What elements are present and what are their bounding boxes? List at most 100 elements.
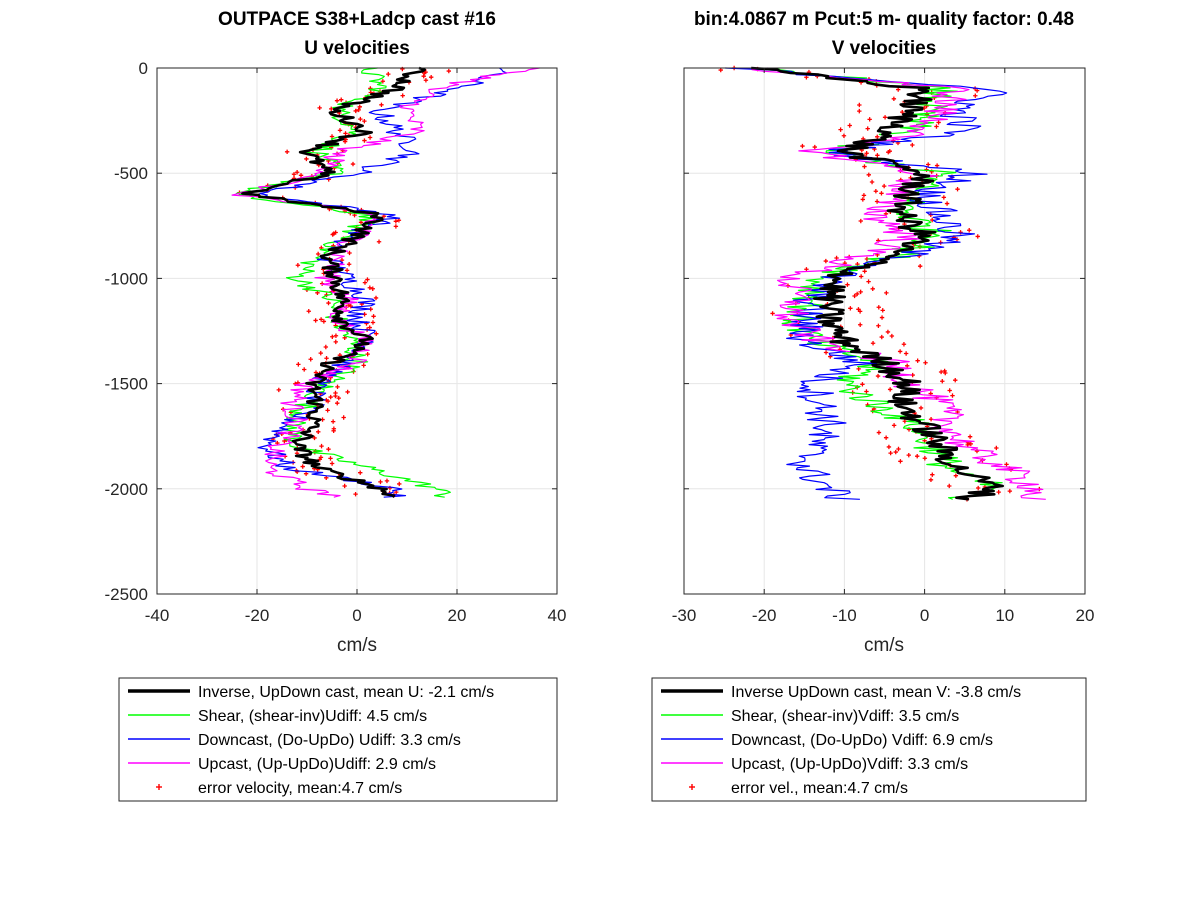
error-marker (867, 117, 872, 122)
error-marker (800, 143, 805, 149)
error-marker (341, 415, 346, 420)
error-marker (922, 456, 928, 461)
error-marker (889, 333, 895, 339)
error-marker (308, 357, 313, 362)
error-marker (313, 318, 318, 323)
error-marker (917, 264, 923, 269)
y-tick-label: 0 (139, 59, 148, 78)
error-marker (421, 73, 426, 79)
axes-box (683, 67, 1086, 595)
y-tick-label: -2000 (105, 480, 148, 499)
error-marker (866, 279, 871, 284)
error-marker (834, 255, 839, 261)
y-tick-label: -500 (114, 164, 148, 183)
error-marker (423, 78, 429, 83)
error-marker (858, 289, 863, 295)
error-marker (996, 489, 1001, 495)
error-marker (376, 239, 382, 244)
series-inverse (241, 66, 426, 499)
x-tick-label: -10 (832, 606, 857, 625)
error-marker (304, 156, 309, 162)
error-marker (852, 293, 857, 299)
error-marker (362, 138, 367, 143)
error-marker (906, 452, 911, 458)
error-marker (348, 303, 354, 309)
error-marker (329, 106, 334, 112)
y-tick-label: -2500 (105, 585, 148, 604)
left-title: OUTPACE S38+Ladcp cast #16 (218, 9, 496, 30)
left-legend-downcast: Downcast, (Do-UpDo) Udiff: 3.3 cm/s (198, 732, 461, 749)
legend-marker-error (156, 784, 162, 790)
error-marker (316, 429, 321, 435)
error-marker (379, 102, 384, 107)
error-marker (881, 183, 887, 189)
error-marker (384, 478, 390, 484)
error-marker (898, 459, 903, 464)
error-marker (876, 305, 881, 310)
error-marker (315, 251, 321, 257)
error-marker (428, 74, 434, 80)
error-marker (876, 430, 882, 435)
error-marker (294, 170, 300, 175)
error-marker (936, 120, 941, 125)
error-marker (323, 344, 329, 350)
error-marker (882, 115, 888, 120)
error-marker (334, 98, 340, 103)
error-marker (333, 333, 339, 338)
error-marker (324, 356, 329, 361)
error-marker (967, 228, 972, 233)
right-subtitle: V velocities (832, 38, 937, 59)
error-marker (374, 331, 379, 336)
error-marker (870, 341, 876, 346)
error-marker (333, 339, 338, 345)
error-marker (864, 389, 869, 394)
error-marker (1007, 488, 1013, 494)
error-marker (380, 79, 386, 84)
error-marker (905, 363, 910, 369)
error-marker (897, 349, 903, 354)
error-marker (994, 445, 999, 451)
error-marker (353, 491, 358, 497)
error-marker (804, 75, 809, 80)
error-marker (930, 472, 935, 477)
error-marker (856, 366, 861, 372)
error-marker (823, 258, 829, 264)
error-marker (321, 319, 327, 324)
error-marker (365, 277, 370, 282)
error-marker (339, 97, 344, 102)
right-legend-inverse: Inverse UpDown cast, mean V: -3.8 cm/s (731, 684, 1021, 701)
error-marker (953, 473, 959, 478)
error-marker (312, 435, 317, 441)
error-marker (823, 350, 829, 355)
error-marker (337, 128, 343, 133)
error-marker (343, 131, 348, 136)
right-legend-upcast: Upcast, (Up-UpDo)Vdiff: 3.3 cm/s (731, 756, 968, 773)
left-xlabel: cm/s (337, 635, 377, 656)
error-marker (319, 443, 324, 449)
error-marker (967, 434, 973, 439)
error-marker (875, 134, 880, 140)
error-marker (812, 144, 818, 150)
error-marker (903, 351, 909, 356)
error-marker (378, 479, 383, 485)
error-marker (296, 362, 301, 367)
error-marker (879, 315, 885, 320)
left-subtitle: U velocities (304, 38, 410, 59)
x-tick-label: 0 (352, 606, 361, 625)
right-legend-downcast: Downcast, (Do-UpDo) Vdiff: 6.9 cm/s (731, 732, 993, 749)
error-marker (947, 388, 952, 393)
error-marker (901, 342, 907, 347)
error-marker (347, 250, 352, 256)
right-legend: Inverse UpDown cast, mean V: -3.8 cm/s S… (651, 677, 1087, 802)
error-marker (875, 153, 880, 158)
x-tick-label: -20 (752, 606, 777, 625)
error-marker (941, 195, 947, 200)
error-marker (896, 87, 901, 92)
error-marker (910, 142, 915, 148)
error-marker (342, 139, 348, 144)
error-marker (394, 489, 399, 495)
legend-marker-error (689, 784, 695, 790)
error-marker (318, 317, 324, 322)
left-legend-error: error velocity, mean:4.7 cm/s (198, 780, 402, 797)
